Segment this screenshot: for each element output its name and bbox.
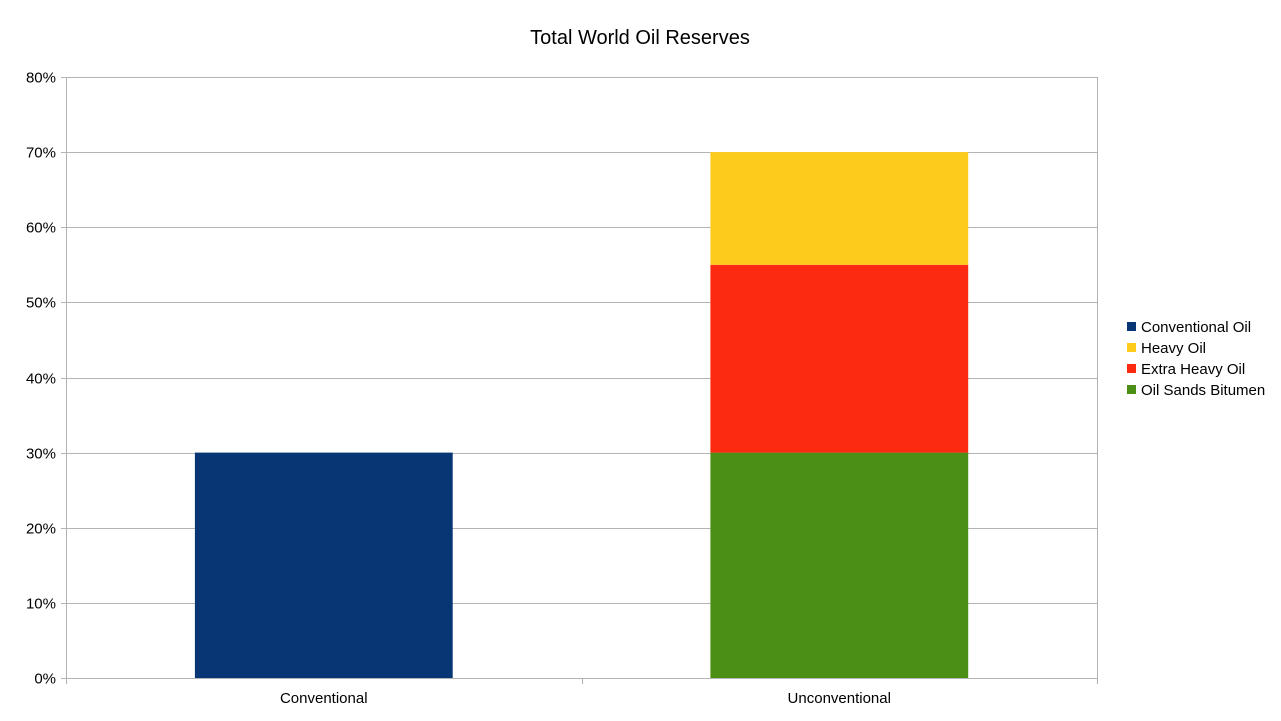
bars: [194, 152, 969, 678]
axes: [61, 77, 1098, 684]
legend-swatch: [1127, 385, 1136, 394]
y-tick-label: 50%: [26, 295, 56, 312]
legend-swatch: [1127, 322, 1136, 331]
y-tick-label: 30%: [26, 446, 56, 463]
legend-label: Heavy Oil: [1141, 340, 1206, 357]
bar-oil-sands-bitumen: [710, 452, 969, 678]
y-tick-label: 80%: [26, 70, 56, 87]
x-tick-label: Unconventional: [788, 690, 891, 707]
legend-swatch: [1127, 343, 1136, 352]
plot-frame: [66, 77, 1098, 679]
x-tick-label: Conventional: [280, 690, 368, 707]
y-axis-ticks: 0% 10% 20% 30% 40% 50% 60% 70% 80%: [26, 70, 56, 688]
legend: Conventional Oil Heavy Oil Extra Heavy Oil…: [1127, 319, 1265, 399]
bar-heavy-oil: [710, 152, 969, 265]
legend-swatch: [1127, 364, 1136, 373]
y-tick-label: 0%: [34, 671, 56, 688]
y-tick-label: 60%: [26, 220, 56, 237]
chart-title: Total World Oil Reserves: [530, 27, 750, 49]
legend-label: Oil Sands Bitumen: [1141, 382, 1265, 399]
y-tick-label: 10%: [26, 596, 56, 613]
x-axis-ticks: Conventional Unconventional: [280, 690, 891, 707]
bar-extra-heavy-oil: [710, 264, 969, 453]
legend-label: Conventional Oil: [1141, 319, 1251, 336]
y-tick-label: 20%: [26, 521, 56, 538]
legend-label: Extra Heavy Oil: [1141, 361, 1245, 378]
y-tick-label: 70%: [26, 145, 56, 162]
bar-conventional-oil: [194, 452, 453, 678]
y-tick-label: 40%: [26, 371, 56, 388]
